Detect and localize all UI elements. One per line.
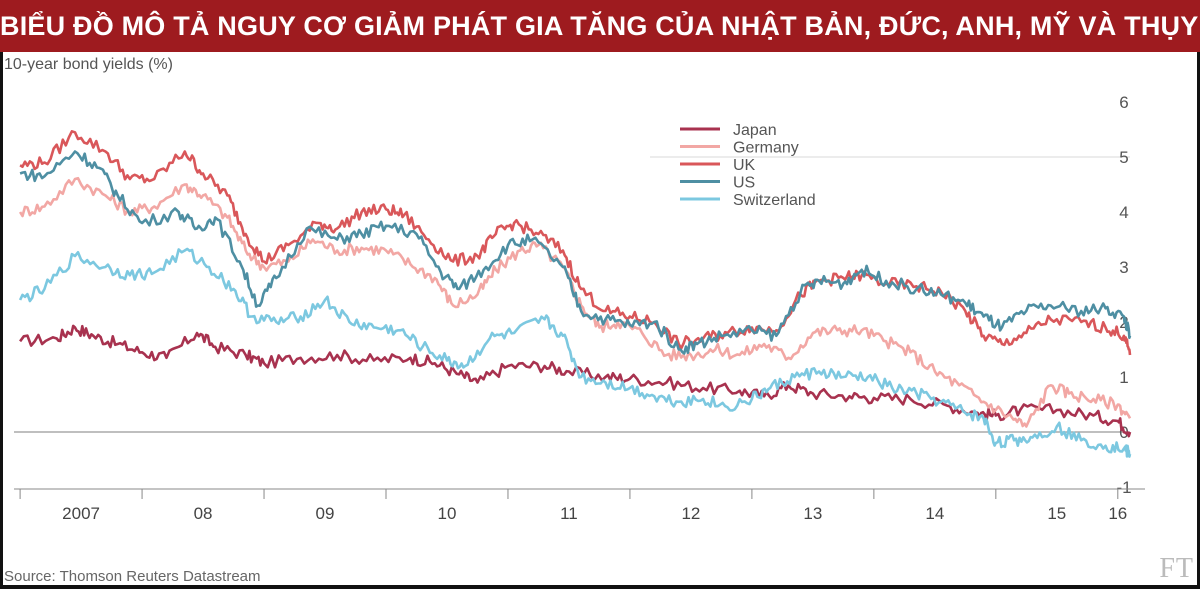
series-line-us [19,150,1132,355]
x-tick-label: 11 [560,504,578,523]
source-note: Source: Thomson Reuters Datastream [4,568,261,585]
y-tick-label: 4 [1119,203,1128,222]
series-lines [18,130,1132,458]
y-tick-label: 6 [1119,93,1128,112]
legend-label-japan: Japan [733,122,777,139]
x-tick-label: 10 [438,504,457,523]
x-tick-label: 12 [681,504,700,523]
y-tick-label: 1 [1119,368,1128,387]
y-tick-label: -1 [1116,478,1131,497]
series-line-switzerland [18,247,1132,458]
x-tick-label: 14 [925,504,944,523]
x-tick-label: 2007 [62,504,100,523]
x-tick-label: 09 [316,504,335,523]
y-tick-label: 3 [1119,258,1128,277]
legend-label-uk: UK [733,157,756,174]
ft-logo: FT [1159,553,1194,584]
x-tick-label: 08 [194,504,213,523]
chart-panel [0,52,1200,589]
frame-border-bottom [0,585,1200,589]
grid-lines [14,156,1130,433]
legend-label-us: US [733,175,755,192]
legend-label-germany: Germany [733,140,799,157]
x-tick-label: 13 [803,504,822,523]
series-line-japan [19,324,1132,438]
page-title: BIỂU ĐỒ MÔ TẢ NGUY CƠ GIẢM PHÁT GIA TĂNG… [0,0,1200,52]
frame-border-left [0,52,3,589]
y-axis-label: 10-year bond yields (%) [4,56,173,73]
series-line-uk [19,130,1132,356]
x-tick-label: 16 [1108,504,1127,523]
x-tick-label: 15 [1047,504,1066,523]
y-tick-label: 5 [1119,148,1128,167]
legend-label-switzerland: Switzerland [733,192,816,209]
frame-border-right [1197,52,1200,589]
series-line-germany [18,176,1132,428]
